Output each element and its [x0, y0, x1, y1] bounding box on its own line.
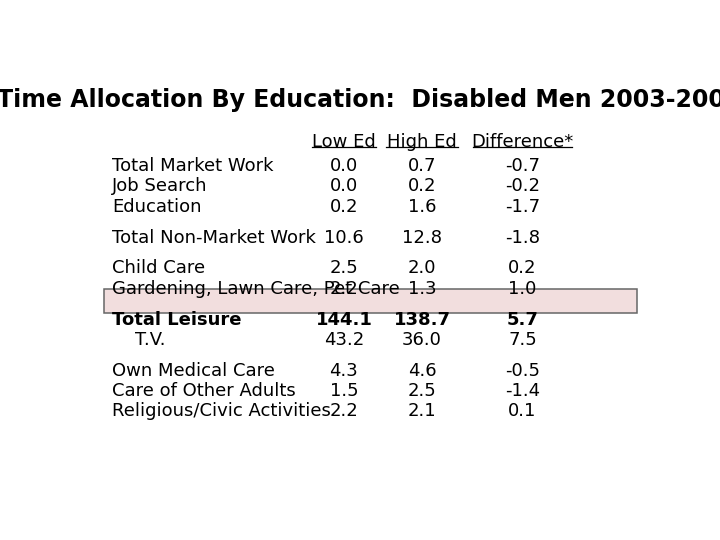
Text: 10.6: 10.6 — [324, 228, 364, 247]
Text: Low Ed: Low Ed — [312, 133, 376, 151]
Text: Total Leisure: Total Leisure — [112, 310, 242, 328]
Text: 2.5: 2.5 — [330, 259, 359, 278]
Text: 36.0: 36.0 — [402, 331, 442, 349]
Text: T.V.: T.V. — [135, 331, 165, 349]
Text: Child Care: Child Care — [112, 259, 205, 278]
Text: Total Non-Market Work: Total Non-Market Work — [112, 228, 316, 247]
Text: 7.5: 7.5 — [508, 331, 537, 349]
Text: Time Allocation By Education:  Disabled Men 2003-2005: Time Allocation By Education: Disabled M… — [0, 87, 720, 112]
Text: -1.7: -1.7 — [505, 198, 540, 216]
Text: 12.8: 12.8 — [402, 228, 442, 247]
Text: -1.4: -1.4 — [505, 382, 540, 400]
Text: 138.7: 138.7 — [394, 310, 451, 328]
Text: High Ed: High Ed — [387, 133, 457, 151]
Text: 4.3: 4.3 — [330, 362, 359, 380]
Text: Total Market Work: Total Market Work — [112, 157, 274, 175]
Text: 1.0: 1.0 — [508, 280, 536, 298]
Text: 2.0: 2.0 — [408, 259, 436, 278]
Text: -0.5: -0.5 — [505, 362, 540, 380]
Text: 0.7: 0.7 — [408, 157, 436, 175]
Text: 0.2: 0.2 — [408, 178, 436, 195]
Text: 1.3: 1.3 — [408, 280, 436, 298]
Text: 2.5: 2.5 — [408, 382, 436, 400]
Text: 2.2: 2.2 — [330, 402, 359, 421]
Text: 0.1: 0.1 — [508, 402, 536, 421]
Text: Difference*: Difference* — [472, 133, 574, 151]
Text: 2.2: 2.2 — [330, 280, 359, 298]
Text: Own Medical Care: Own Medical Care — [112, 362, 275, 380]
Text: 5.7: 5.7 — [506, 310, 539, 328]
Text: 0.0: 0.0 — [330, 157, 358, 175]
Text: 0.2: 0.2 — [508, 259, 536, 278]
Text: -1.8: -1.8 — [505, 228, 540, 247]
Text: 0.0: 0.0 — [330, 178, 358, 195]
Text: Care of Other Adults: Care of Other Adults — [112, 382, 296, 400]
Text: Education: Education — [112, 198, 202, 216]
Text: Religious/Civic Activities: Religious/Civic Activities — [112, 402, 331, 421]
Text: -0.2: -0.2 — [505, 178, 540, 195]
Text: Gardening, Lawn Care, Pet Care: Gardening, Lawn Care, Pet Care — [112, 280, 400, 298]
Text: 43.2: 43.2 — [324, 331, 364, 349]
Text: 1.6: 1.6 — [408, 198, 436, 216]
Text: 2.1: 2.1 — [408, 402, 436, 421]
Text: 1.5: 1.5 — [330, 382, 359, 400]
Text: Job Search: Job Search — [112, 178, 208, 195]
FancyBboxPatch shape — [104, 289, 637, 313]
Text: -0.7: -0.7 — [505, 157, 540, 175]
Text: 144.1: 144.1 — [315, 310, 372, 328]
Text: 4.6: 4.6 — [408, 362, 436, 380]
Text: 0.2: 0.2 — [330, 198, 358, 216]
